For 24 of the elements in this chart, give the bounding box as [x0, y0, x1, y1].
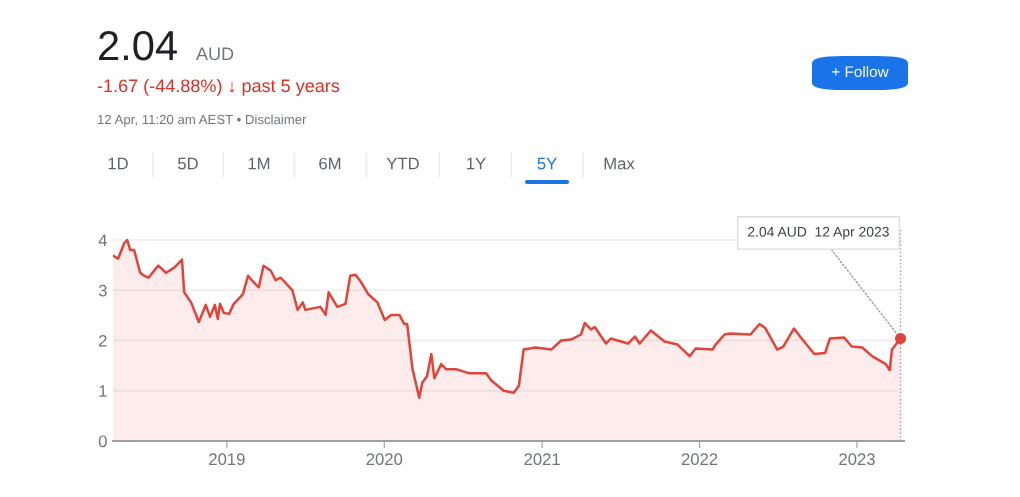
x-tick-label: 2023 — [839, 453, 875, 466]
text: 1M — [248, 157, 270, 170]
y-tick-label: 3 — [98, 284, 107, 297]
text: YTD — [386, 157, 419, 170]
text: Max — [604, 157, 635, 170]
y-tick-label: 2 — [99, 334, 107, 347]
x-tick-label: 2019 — [209, 453, 245, 466]
text: -1.67 (-44.88%) ↓ past 5 years — [97, 78, 340, 96]
y-tick-label: 0 — [98, 435, 107, 448]
text: 6M — [319, 157, 341, 170]
text: 1D — [108, 157, 128, 170]
chart-title: 2.04 — [99, 30, 177, 61]
x-tick-label: 2022 — [681, 453, 718, 466]
x-tick-label: 2021 — [524, 453, 560, 466]
annotation: 2.04 AUD 12 Apr 2023 — [748, 226, 889, 240]
y-tick-label: 1 — [99, 385, 107, 397]
y-tick-label: 4 — [98, 234, 107, 247]
text: 5Y — [537, 157, 557, 170]
text: 5D — [178, 157, 198, 170]
text: 1Y — [467, 157, 486, 170]
text: 12 Apr, 11:20 am AEST • Disclaimer — [98, 114, 307, 127]
text: + Follow — [832, 65, 889, 78]
text: AUD — [196, 47, 234, 61]
x-tick-label: 2020 — [366, 453, 403, 466]
